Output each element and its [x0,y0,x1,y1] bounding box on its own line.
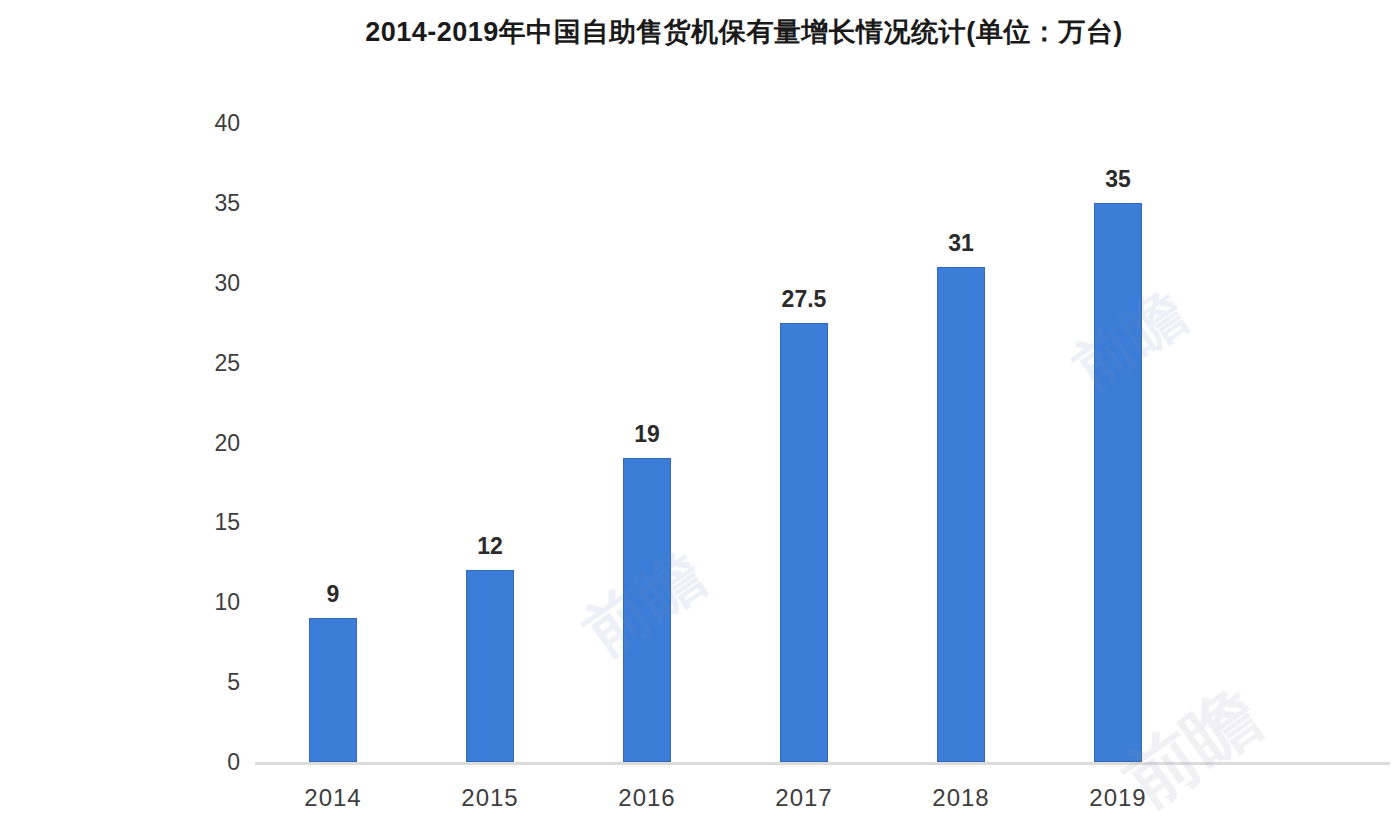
y-axis-tick-label: 0 [170,751,240,774]
y-axis-tick-label: 30 [170,272,240,295]
bar-2016 [623,458,671,762]
bar-value-label: 12 [430,533,550,560]
y-axis-tick-label: 20 [170,432,240,455]
bar-chart: 2014-2019年中国自助售货机保有量增长情况统计(单位：万台) 0 5 10 15… [0,0,1400,836]
bar-2019 [1094,203,1142,762]
bar-2018 [937,267,985,762]
y-axis-tick-label: 35 [170,192,240,215]
bar-value-label: 31 [901,230,1021,257]
bar-value-label: 27.5 [744,286,864,313]
bar-value-label: 9 [273,581,393,608]
bar-2015 [466,570,514,762]
chart-title: 2014-2019年中国自助售货机保有量增长情况统计(单位：万台) [244,14,1244,50]
x-axis-tick-label: 2016 [587,784,707,812]
y-axis-tick-label: 25 [170,352,240,375]
x-axis-line [255,762,1390,765]
y-axis-tick-label: 15 [170,511,240,534]
x-axis-tick-label: 2018 [901,784,1021,812]
x-axis-tick-label: 2014 [273,784,393,812]
bar-2014 [309,618,357,762]
y-axis-tick-label: 10 [170,591,240,614]
x-axis-tick-label: 2019 [1058,784,1178,812]
y-axis-tick-label: 40 [170,112,240,135]
bar-value-label: 35 [1058,166,1178,193]
y-axis-tick-label: 5 [170,671,240,694]
x-axis-tick-label: 2015 [430,784,550,812]
bar-2017 [780,323,828,762]
bar-value-label: 19 [587,421,707,448]
x-axis-tick-label: 2017 [744,784,864,812]
